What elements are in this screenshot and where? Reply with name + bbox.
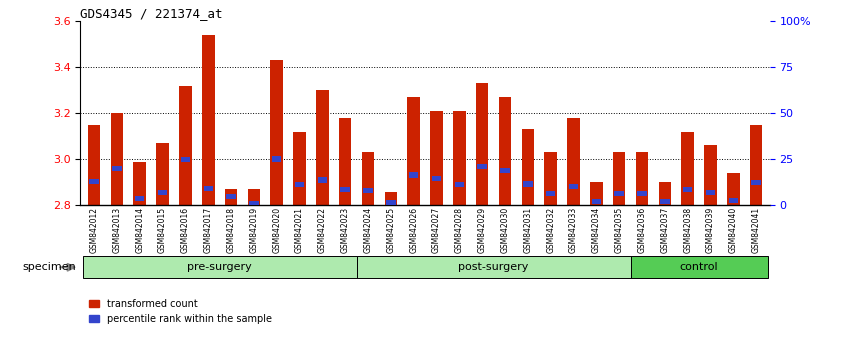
Bar	[202, 35, 215, 205]
Bar	[385, 192, 397, 205]
Bar	[454, 182, 464, 187]
Bar	[706, 190, 715, 195]
Bar	[271, 60, 283, 205]
Bar	[476, 83, 488, 205]
Bar	[90, 178, 99, 184]
Bar	[750, 125, 762, 205]
Text: pre-surgery: pre-surgery	[187, 262, 252, 272]
Bar	[363, 188, 373, 193]
Bar	[295, 182, 305, 187]
Text: GDS4345 / 221374_at: GDS4345 / 221374_at	[80, 7, 222, 20]
Bar	[630, 256, 767, 278]
Bar	[179, 86, 192, 205]
Bar	[499, 97, 511, 205]
Bar	[681, 132, 694, 205]
Bar	[591, 199, 601, 205]
Bar	[294, 132, 305, 205]
Bar	[339, 118, 351, 205]
Bar	[272, 156, 282, 161]
Bar	[158, 190, 168, 195]
Legend: transformed count, percentile rank within the sample: transformed count, percentile rank withi…	[85, 295, 276, 328]
Bar	[340, 187, 350, 192]
Bar	[316, 90, 328, 205]
Bar	[250, 201, 259, 206]
Bar	[113, 166, 122, 171]
Bar	[431, 176, 442, 182]
Bar	[522, 130, 534, 205]
Bar	[613, 153, 625, 205]
Bar	[88, 125, 101, 205]
Bar	[225, 189, 238, 205]
Bar	[135, 196, 145, 201]
Bar	[546, 191, 555, 196]
Bar	[134, 161, 146, 205]
Bar	[357, 256, 630, 278]
Bar	[409, 172, 419, 178]
Bar	[204, 186, 213, 191]
Bar	[637, 191, 646, 196]
Bar	[111, 113, 124, 205]
Bar	[500, 168, 510, 173]
Text: specimen: specimen	[22, 262, 76, 272]
Bar	[614, 191, 624, 196]
Bar	[386, 200, 396, 205]
Bar	[704, 145, 717, 205]
Bar	[751, 180, 761, 185]
Bar	[408, 97, 420, 205]
Text: post-surgery: post-surgery	[459, 262, 529, 272]
Text: control: control	[680, 262, 718, 272]
Bar	[317, 177, 327, 183]
Bar	[453, 111, 465, 205]
Bar	[727, 173, 739, 205]
Bar	[590, 182, 602, 205]
Bar	[683, 187, 692, 192]
Bar	[635, 153, 648, 205]
Bar	[181, 157, 190, 162]
Bar	[523, 182, 533, 187]
Bar	[157, 143, 169, 205]
Bar	[658, 182, 671, 205]
Bar	[248, 189, 261, 205]
Bar	[569, 183, 578, 189]
Bar	[477, 164, 487, 169]
Bar	[431, 111, 442, 205]
Bar	[227, 194, 236, 199]
Bar	[83, 256, 357, 278]
Bar	[728, 198, 738, 203]
Bar	[362, 153, 374, 205]
Bar	[567, 118, 580, 205]
Bar	[660, 199, 669, 205]
Bar	[545, 153, 557, 205]
